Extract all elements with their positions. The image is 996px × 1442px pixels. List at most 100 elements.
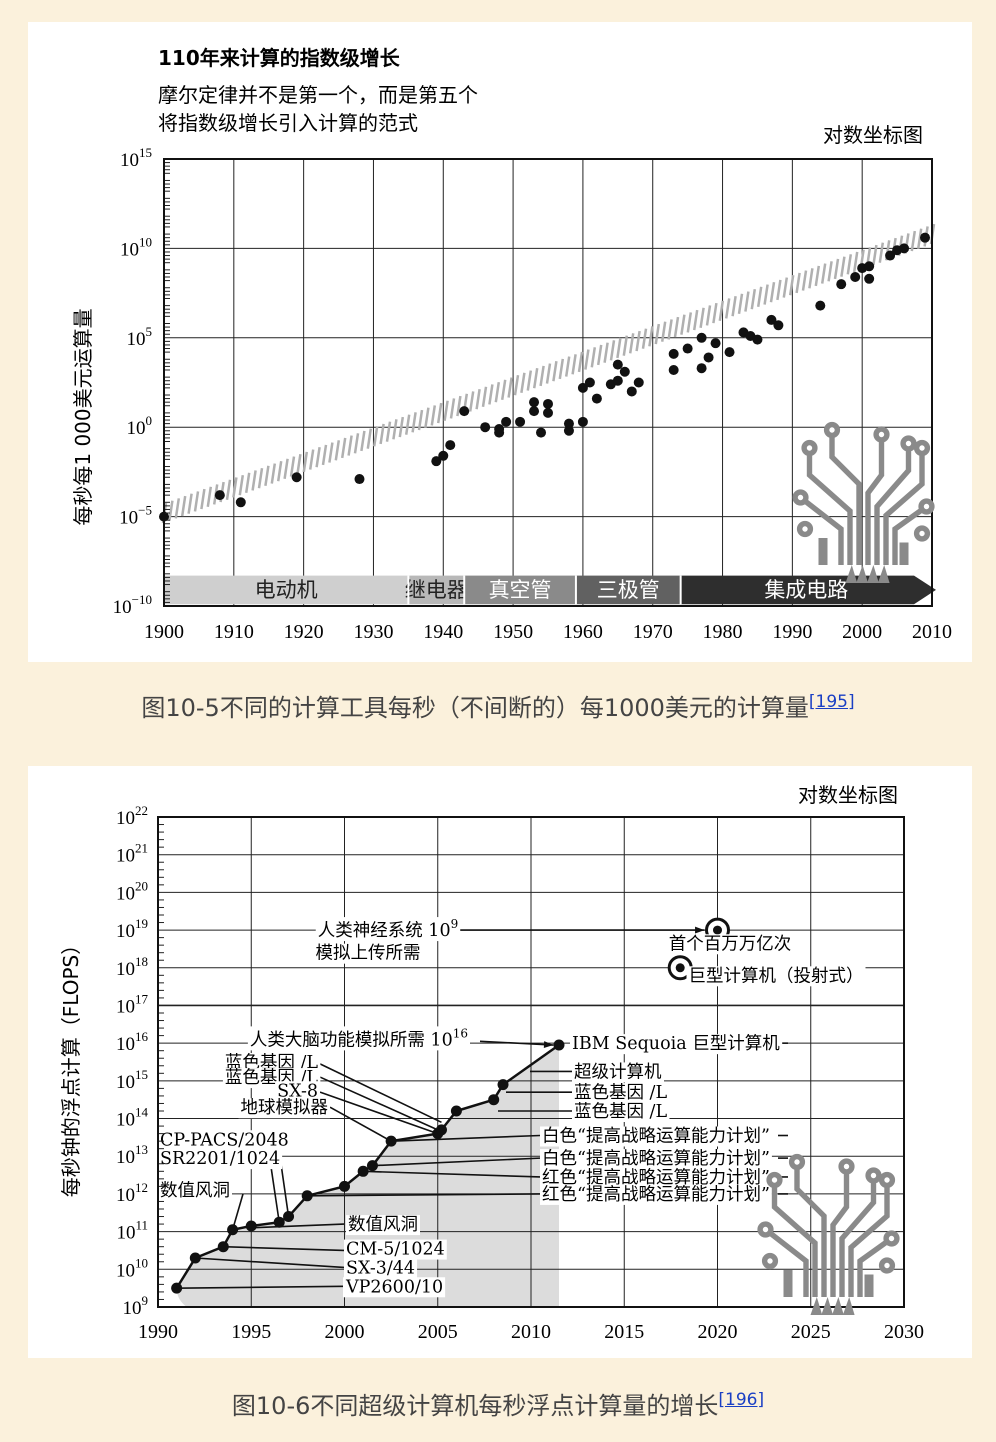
x-tick-label: 2015 [604, 1321, 644, 1343]
trend-hatch [500, 379, 507, 401]
y-tick-label: 1013 [116, 1142, 148, 1168]
data-point [696, 332, 707, 343]
y-tick-label: 1015 [120, 145, 152, 171]
leader-line [269, 1159, 281, 1223]
trend-hatch [827, 261, 833, 282]
circuit-tree-icon [757, 1153, 900, 1315]
leader-line [223, 1245, 345, 1252]
reference-link-195[interactable]: [195] [808, 692, 855, 712]
data-point [529, 397, 540, 408]
era-label: 三极管 [597, 578, 660, 602]
trend-hatch [718, 300, 725, 321]
data-point [619, 366, 630, 377]
trend-hatch [481, 386, 488, 407]
trend-hatch [603, 342, 609, 363]
trend-hatch [468, 391, 475, 412]
data-point [724, 347, 735, 358]
trend-hatch [206, 486, 213, 507]
annotation-neural-system: 人类神经系统 109 [318, 917, 458, 941]
chart-subtitle-line-1: 摩尔定律并不是第一个，而是第五个 [158, 83, 478, 107]
trend-hatch [648, 326, 654, 347]
data-point [445, 440, 456, 451]
y-tick-label: 100 [127, 413, 153, 439]
leader-line [363, 1170, 541, 1178]
arrow-leader [479, 1040, 554, 1046]
x-tick-label: 1960 [563, 621, 603, 643]
annotation-right-label: 红色“提高战略运算能力计划” [542, 1168, 770, 1188]
x-tick-label: 1980 [703, 621, 743, 643]
trend-hatch [232, 477, 238, 498]
data-point [668, 348, 679, 359]
trend-hatch [571, 354, 577, 375]
trend-hatch [628, 333, 635, 354]
data-point [543, 398, 553, 409]
trend-hatch [283, 458, 289, 480]
leader-line [319, 1063, 442, 1124]
trend-hatch [788, 275, 795, 296]
trend-hatch [808, 268, 814, 289]
data-point [633, 377, 644, 388]
leader-line [231, 1193, 244, 1230]
figure-caption-2: 图10-6不同超级计算机每秒浮点计算量的增长[196] [0, 1386, 996, 1421]
trend-hatch [731, 295, 737, 317]
trend-hatch [308, 449, 315, 470]
annotation-right-label: 超级计算机 [574, 1062, 662, 1082]
plot-frame [163, 158, 933, 607]
data-point [563, 418, 574, 429]
x-tick-label: 1920 [284, 621, 324, 643]
trend-hatch [763, 284, 769, 305]
y-tick-label: 1019 [116, 916, 148, 942]
circuit-tree-icon [792, 421, 935, 583]
series-point [553, 1039, 565, 1051]
data-point [885, 250, 896, 261]
trend-hatch [564, 356, 571, 377]
trend-hatch [296, 454, 302, 475]
trend-hatch [552, 361, 558, 382]
trend-hatch [833, 258, 840, 280]
target-marker-center [713, 925, 722, 935]
trend-hatch [392, 419, 398, 440]
era-band [408, 575, 465, 605]
trend-hatch [494, 381, 501, 403]
data-point [536, 427, 547, 438]
trend-hatch [398, 416, 405, 438]
leader-line [176, 1285, 345, 1289]
x-tick-label: 2025 [791, 1321, 831, 1343]
trend-hatch [872, 244, 878, 266]
annotation-right-label: IBM Sequoia 巨型计算机 [572, 1034, 780, 1054]
annotation-left-label: 蓝色基因 /L [225, 1053, 318, 1073]
trend-hatch [712, 302, 718, 324]
x-tick-label: 1995 [231, 1321, 271, 1343]
trend-hatch [776, 279, 782, 301]
trend-hatch [225, 479, 232, 500]
trend-hatch [353, 433, 360, 454]
data-point [291, 472, 302, 483]
trend-hatch [840, 256, 846, 277]
trend-hatch [238, 474, 245, 496]
data-point [577, 416, 588, 427]
y-tick-label: 1015 [116, 1067, 148, 1093]
y-tick-label: 1011 [116, 1218, 148, 1244]
trend-hatch [366, 428, 373, 449]
trend-hatch [737, 293, 744, 315]
trend-hatch [686, 312, 693, 333]
series-point [357, 1165, 369, 1177]
trend-hatch [276, 460, 283, 482]
annotation-brain-simulation: 人类大脑功能模拟所需 1016 [250, 1026, 468, 1050]
trend-hatch [532, 368, 539, 389]
y-tick-label: 1018 [116, 954, 148, 980]
trend-hatch [340, 437, 347, 459]
trend-hatch [315, 447, 321, 468]
y-tick-label: 1010 [116, 1255, 148, 1281]
arrow-head [543, 1041, 554, 1048]
y-tick-label: 1014 [116, 1105, 149, 1131]
trend-hatch [417, 409, 424, 431]
annotation-right-label: 白色“提高战略运算能力计划” [542, 1127, 770, 1147]
y-tick-label: 1021 [116, 841, 148, 867]
reference-link-196[interactable]: [196] [718, 1390, 765, 1410]
series-point [497, 1079, 509, 1091]
trend-hatch [334, 440, 341, 461]
trend-hatch [596, 344, 603, 366]
era-band [464, 575, 576, 605]
leader-line [307, 1193, 541, 1197]
